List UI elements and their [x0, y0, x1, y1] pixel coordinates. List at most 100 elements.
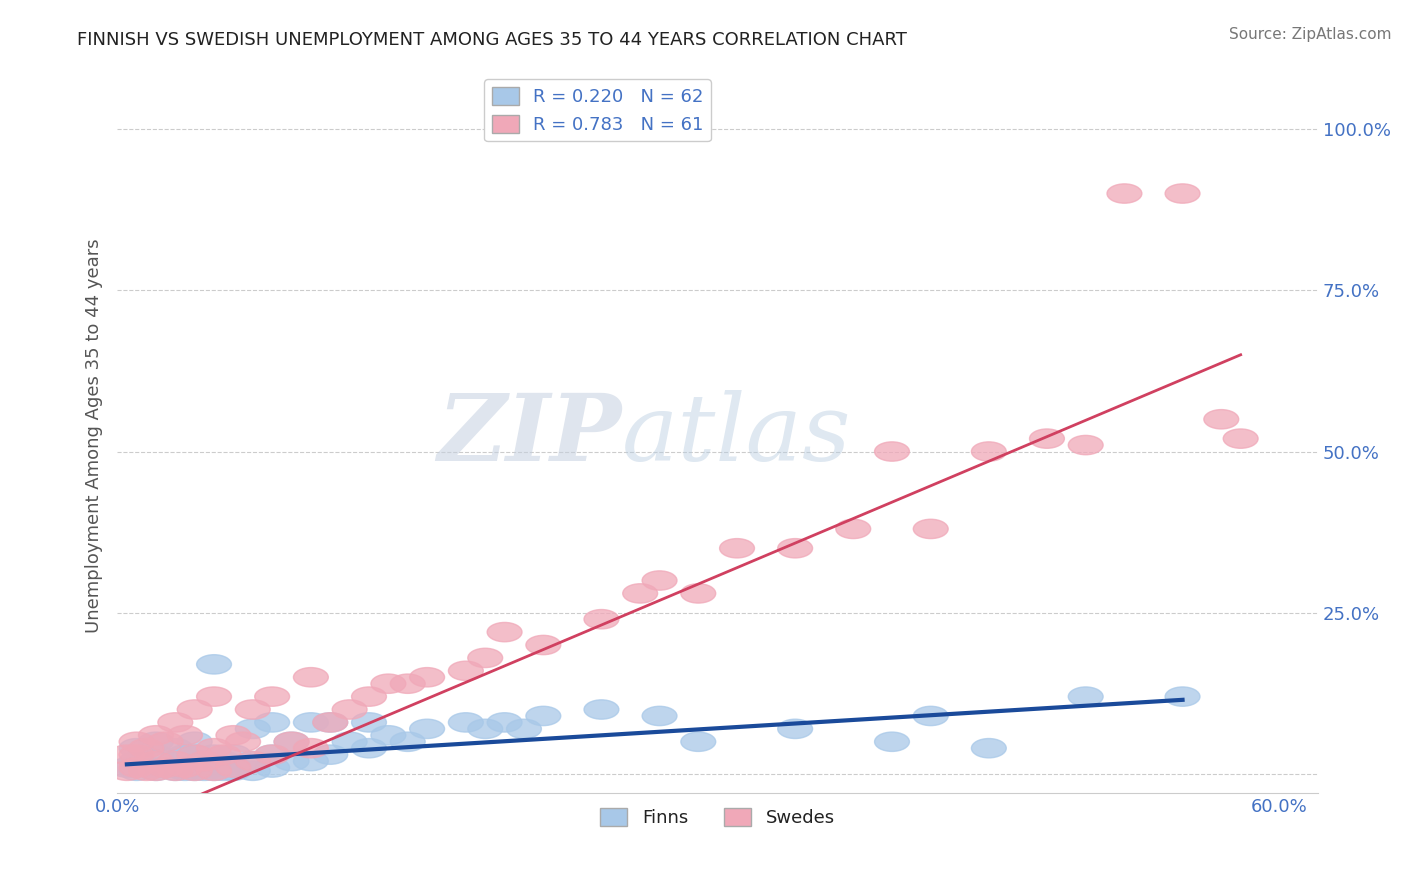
Ellipse shape — [332, 732, 367, 751]
Ellipse shape — [294, 713, 329, 732]
Ellipse shape — [468, 648, 503, 667]
Ellipse shape — [235, 761, 270, 780]
Ellipse shape — [157, 758, 193, 777]
Ellipse shape — [120, 739, 155, 758]
Ellipse shape — [177, 745, 212, 764]
Ellipse shape — [352, 713, 387, 732]
Ellipse shape — [225, 732, 260, 751]
Ellipse shape — [449, 713, 484, 732]
Ellipse shape — [914, 519, 948, 539]
Ellipse shape — [110, 745, 145, 764]
Ellipse shape — [167, 761, 202, 780]
Ellipse shape — [177, 761, 212, 780]
Ellipse shape — [217, 758, 250, 777]
Ellipse shape — [157, 761, 193, 780]
Ellipse shape — [623, 583, 658, 603]
Ellipse shape — [139, 751, 173, 771]
Ellipse shape — [914, 706, 948, 725]
Ellipse shape — [235, 751, 270, 771]
Ellipse shape — [235, 719, 270, 739]
Ellipse shape — [1029, 429, 1064, 449]
Ellipse shape — [352, 739, 387, 758]
Ellipse shape — [371, 674, 406, 693]
Ellipse shape — [110, 761, 145, 780]
Ellipse shape — [312, 713, 347, 732]
Ellipse shape — [197, 758, 232, 777]
Ellipse shape — [110, 758, 145, 777]
Y-axis label: Unemployment Among Ages 35 to 44 years: Unemployment Among Ages 35 to 44 years — [86, 238, 103, 632]
Ellipse shape — [294, 667, 329, 687]
Ellipse shape — [167, 745, 202, 764]
Ellipse shape — [177, 732, 212, 751]
Ellipse shape — [409, 667, 444, 687]
Ellipse shape — [526, 706, 561, 725]
Ellipse shape — [157, 713, 193, 732]
Ellipse shape — [1166, 184, 1199, 203]
Ellipse shape — [486, 623, 522, 641]
Legend: Finns, Swedes: Finns, Swedes — [593, 801, 842, 834]
Ellipse shape — [167, 758, 202, 777]
Ellipse shape — [148, 758, 183, 777]
Ellipse shape — [778, 539, 813, 558]
Ellipse shape — [875, 732, 910, 751]
Ellipse shape — [207, 751, 242, 771]
Ellipse shape — [1223, 429, 1258, 449]
Ellipse shape — [217, 758, 250, 777]
Text: FINNISH VS SWEDISH UNEMPLOYMENT AMONG AGES 35 TO 44 YEARS CORRELATION CHART: FINNISH VS SWEDISH UNEMPLOYMENT AMONG AG… — [77, 31, 907, 49]
Ellipse shape — [681, 583, 716, 603]
Ellipse shape — [120, 751, 155, 771]
Ellipse shape — [235, 700, 270, 719]
Ellipse shape — [197, 745, 232, 764]
Ellipse shape — [332, 700, 367, 719]
Ellipse shape — [177, 745, 212, 764]
Ellipse shape — [1069, 687, 1104, 706]
Ellipse shape — [217, 725, 250, 745]
Ellipse shape — [1204, 409, 1239, 429]
Ellipse shape — [177, 761, 212, 780]
Ellipse shape — [187, 761, 222, 780]
Ellipse shape — [681, 732, 716, 751]
Ellipse shape — [157, 751, 193, 771]
Ellipse shape — [167, 725, 202, 745]
Ellipse shape — [972, 739, 1007, 758]
Ellipse shape — [197, 687, 232, 706]
Ellipse shape — [778, 719, 813, 739]
Ellipse shape — [217, 745, 250, 764]
Ellipse shape — [274, 732, 309, 751]
Ellipse shape — [120, 758, 155, 777]
Ellipse shape — [139, 761, 173, 780]
Ellipse shape — [129, 739, 163, 758]
Ellipse shape — [294, 739, 329, 758]
Ellipse shape — [129, 761, 163, 780]
Ellipse shape — [583, 700, 619, 719]
Ellipse shape — [835, 519, 870, 539]
Ellipse shape — [207, 745, 242, 764]
Ellipse shape — [1069, 435, 1104, 455]
Ellipse shape — [254, 745, 290, 764]
Ellipse shape — [217, 761, 250, 780]
Ellipse shape — [148, 732, 183, 751]
Ellipse shape — [371, 725, 406, 745]
Ellipse shape — [643, 571, 676, 591]
Ellipse shape — [120, 732, 155, 751]
Ellipse shape — [526, 635, 561, 655]
Ellipse shape — [157, 751, 193, 771]
Ellipse shape — [197, 655, 232, 674]
Ellipse shape — [583, 609, 619, 629]
Ellipse shape — [506, 719, 541, 739]
Ellipse shape — [139, 761, 173, 780]
Ellipse shape — [352, 687, 387, 706]
Ellipse shape — [187, 751, 222, 771]
Ellipse shape — [139, 732, 173, 751]
Ellipse shape — [312, 713, 347, 732]
Ellipse shape — [274, 751, 309, 771]
Ellipse shape — [197, 761, 232, 780]
Ellipse shape — [468, 719, 503, 739]
Ellipse shape — [312, 745, 347, 764]
Ellipse shape — [449, 661, 484, 681]
Ellipse shape — [177, 700, 212, 719]
Ellipse shape — [254, 687, 290, 706]
Ellipse shape — [1107, 184, 1142, 203]
Ellipse shape — [207, 761, 242, 780]
Ellipse shape — [120, 745, 155, 764]
